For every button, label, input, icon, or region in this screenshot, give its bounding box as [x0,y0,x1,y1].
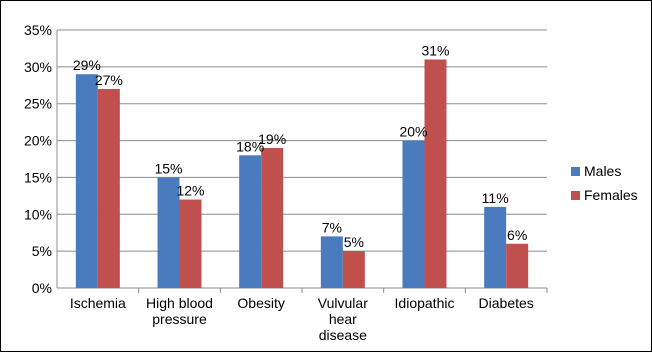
y-tick-label: 0% [32,280,52,296]
data-label: 11% [482,190,509,206]
bar-females [261,147,284,288]
legend-swatch-females [571,191,580,200]
y-tick-labels: 0% 5% 10% 15% 20% 25% 30% 35% [24,22,52,296]
axes [56,30,548,293]
bar-females [342,251,365,288]
bar-males [320,236,343,288]
y-tick-label: 25% [24,96,52,112]
legend-label: Females [584,187,638,203]
data-label: 29% [73,57,101,73]
data-labels: 29%27% 15% 12% 18%19% 7%5% 20% 31% 11% 6% [73,42,527,250]
data-label: 19% [258,131,286,147]
data-label: 15% [154,160,182,176]
bar-females [424,59,447,288]
x-tick-label: Idiopathic [395,295,455,311]
bar-males [157,177,180,288]
bar-females [179,199,202,288]
bar-males [402,140,425,288]
bar-males [239,155,262,288]
data-label: 6% [507,227,527,243]
y-tick-label: 30% [24,59,52,75]
data-label: 5% [344,234,364,250]
data-label: 31% [421,42,449,58]
x-tick-label: Obesity [237,295,284,311]
y-tick-label: 5% [32,243,52,259]
x-tick-label: High blood pressure [146,295,213,327]
y-tick-label: 10% [24,206,52,222]
data-label: 12% [176,183,204,199]
bar-males [75,74,98,288]
y-tick-label: 35% [24,22,52,38]
bar-males [484,206,507,288]
data-label: 27% [95,72,123,88]
bars [75,59,529,288]
y-tick-label: 15% [24,169,52,185]
y-tick-label: 20% [24,133,52,149]
bar-females [506,243,529,288]
legend: Males Females [571,163,638,203]
data-label: 7% [322,219,342,235]
x-tick-labels: Ischemia High blood pressure Obesity Vulvula… [70,295,534,343]
data-label: 18% [236,138,264,154]
x-tick-label: Ischemia [70,295,126,311]
legend-swatch-males [571,167,580,176]
x-tick-label: Vulvular hear disease [318,295,368,343]
gridlines [57,29,547,252]
bar-females [97,88,120,288]
data-label: 20% [399,124,427,140]
legend-label: Males [584,163,621,179]
x-tick-label: Diabetes [479,295,534,311]
